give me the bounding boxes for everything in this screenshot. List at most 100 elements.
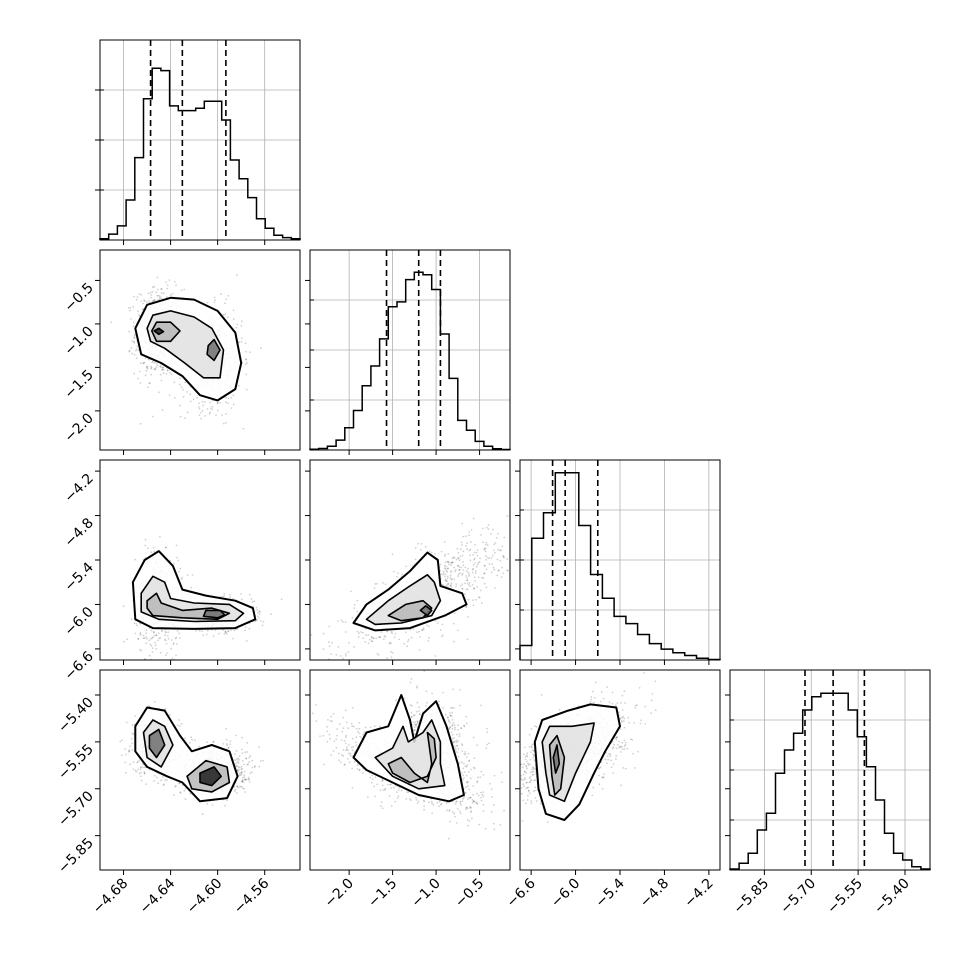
scatter-point xyxy=(168,394,171,396)
scatter-point xyxy=(322,674,324,676)
scatter-point xyxy=(225,298,228,300)
scatter-point xyxy=(528,575,530,577)
scatter-point xyxy=(136,624,138,627)
scatter-point xyxy=(151,300,154,303)
scatter-point xyxy=(139,768,142,771)
scatter-point xyxy=(467,583,470,586)
scatter-point xyxy=(153,285,156,288)
scatter-point xyxy=(441,623,444,626)
scatter-point xyxy=(446,577,449,580)
scatter-point xyxy=(465,570,468,572)
scatter-point xyxy=(390,642,392,645)
scatter-point xyxy=(478,596,481,599)
scatter-point xyxy=(230,629,232,632)
scatter-point xyxy=(222,313,225,316)
scatter-point xyxy=(401,573,403,576)
scatter-point xyxy=(147,299,150,302)
scatter-point xyxy=(469,559,472,562)
scatter-point xyxy=(173,562,175,565)
scatter-point xyxy=(216,401,219,404)
scatter-point xyxy=(206,301,209,304)
scatter-point xyxy=(162,292,165,294)
scatter-point xyxy=(330,653,332,655)
scatter-point xyxy=(232,403,235,406)
scatter-point xyxy=(403,642,405,645)
scatter-point xyxy=(227,629,230,632)
scatter-point xyxy=(243,763,245,766)
scatter-point xyxy=(358,632,360,635)
scatter-point xyxy=(158,298,161,301)
scatter-point xyxy=(179,792,182,794)
scatter-point xyxy=(407,638,410,641)
scatter-point xyxy=(455,583,458,586)
scatter-point xyxy=(161,629,164,632)
scatter-point xyxy=(166,369,169,372)
scatter-point xyxy=(144,544,147,547)
scatter-point xyxy=(143,771,146,773)
scatter-point xyxy=(455,585,457,588)
scatter-point xyxy=(162,372,165,375)
scatter-point xyxy=(219,595,222,598)
scatter-point xyxy=(147,292,150,295)
scatter-point xyxy=(153,368,156,371)
scatter-point xyxy=(467,571,470,574)
scatter-point xyxy=(502,555,505,558)
scatter-point xyxy=(428,550,431,553)
scatter-point xyxy=(439,563,442,566)
scatter-point xyxy=(166,652,168,655)
scatter-point xyxy=(168,279,171,281)
scatter-point xyxy=(167,631,170,634)
scatter-point xyxy=(546,518,548,520)
scatter-point xyxy=(480,602,483,604)
scatter-point xyxy=(507,570,509,572)
scatter-point xyxy=(450,578,453,581)
scatter-point xyxy=(154,368,157,371)
scatter-point xyxy=(462,564,465,567)
scatter-point xyxy=(145,629,148,631)
scatter-point xyxy=(322,632,325,635)
scatter-point xyxy=(253,766,256,768)
scatter-point xyxy=(133,340,136,343)
scatter-point xyxy=(466,579,468,582)
scatter-point xyxy=(481,527,484,530)
scatter-point xyxy=(130,738,133,740)
scatter-point xyxy=(130,347,133,349)
scatter-point xyxy=(244,629,247,632)
scatter-point xyxy=(157,294,160,297)
scatter-point xyxy=(143,772,146,774)
scatter-point xyxy=(456,547,459,550)
scatter-point xyxy=(475,565,478,568)
scatter-point xyxy=(497,569,500,572)
scatter-point xyxy=(179,567,182,570)
scatter-point xyxy=(254,620,256,623)
scatter-point xyxy=(159,664,161,666)
scatter-point xyxy=(213,301,216,304)
scatter-point xyxy=(447,553,450,555)
scatter-point xyxy=(465,575,467,577)
scatter-point xyxy=(285,702,287,704)
scatter-point xyxy=(414,558,417,561)
scatter-point xyxy=(214,629,217,631)
scatter-point xyxy=(257,612,259,614)
scatter-point xyxy=(372,637,375,640)
scatter-point xyxy=(135,348,138,351)
scatter-point xyxy=(178,632,181,635)
scatter-point xyxy=(251,771,253,773)
scatter-point xyxy=(457,565,460,567)
scatter-point xyxy=(461,554,464,557)
scatter-point xyxy=(131,732,134,735)
scatter-point xyxy=(133,353,136,356)
scatter-point xyxy=(160,379,163,382)
scatter-point xyxy=(221,414,223,416)
scatter-point xyxy=(344,631,347,633)
scatter-point xyxy=(159,296,161,299)
scatter-point xyxy=(456,564,459,567)
scatter-point xyxy=(146,637,148,640)
scatter-point xyxy=(198,414,201,417)
scatter-point xyxy=(420,542,423,545)
scatter-point xyxy=(198,629,201,632)
scatter-point xyxy=(428,636,430,639)
scatter-point xyxy=(153,701,156,703)
scatter-point xyxy=(502,572,505,574)
scatter-point xyxy=(249,754,252,757)
